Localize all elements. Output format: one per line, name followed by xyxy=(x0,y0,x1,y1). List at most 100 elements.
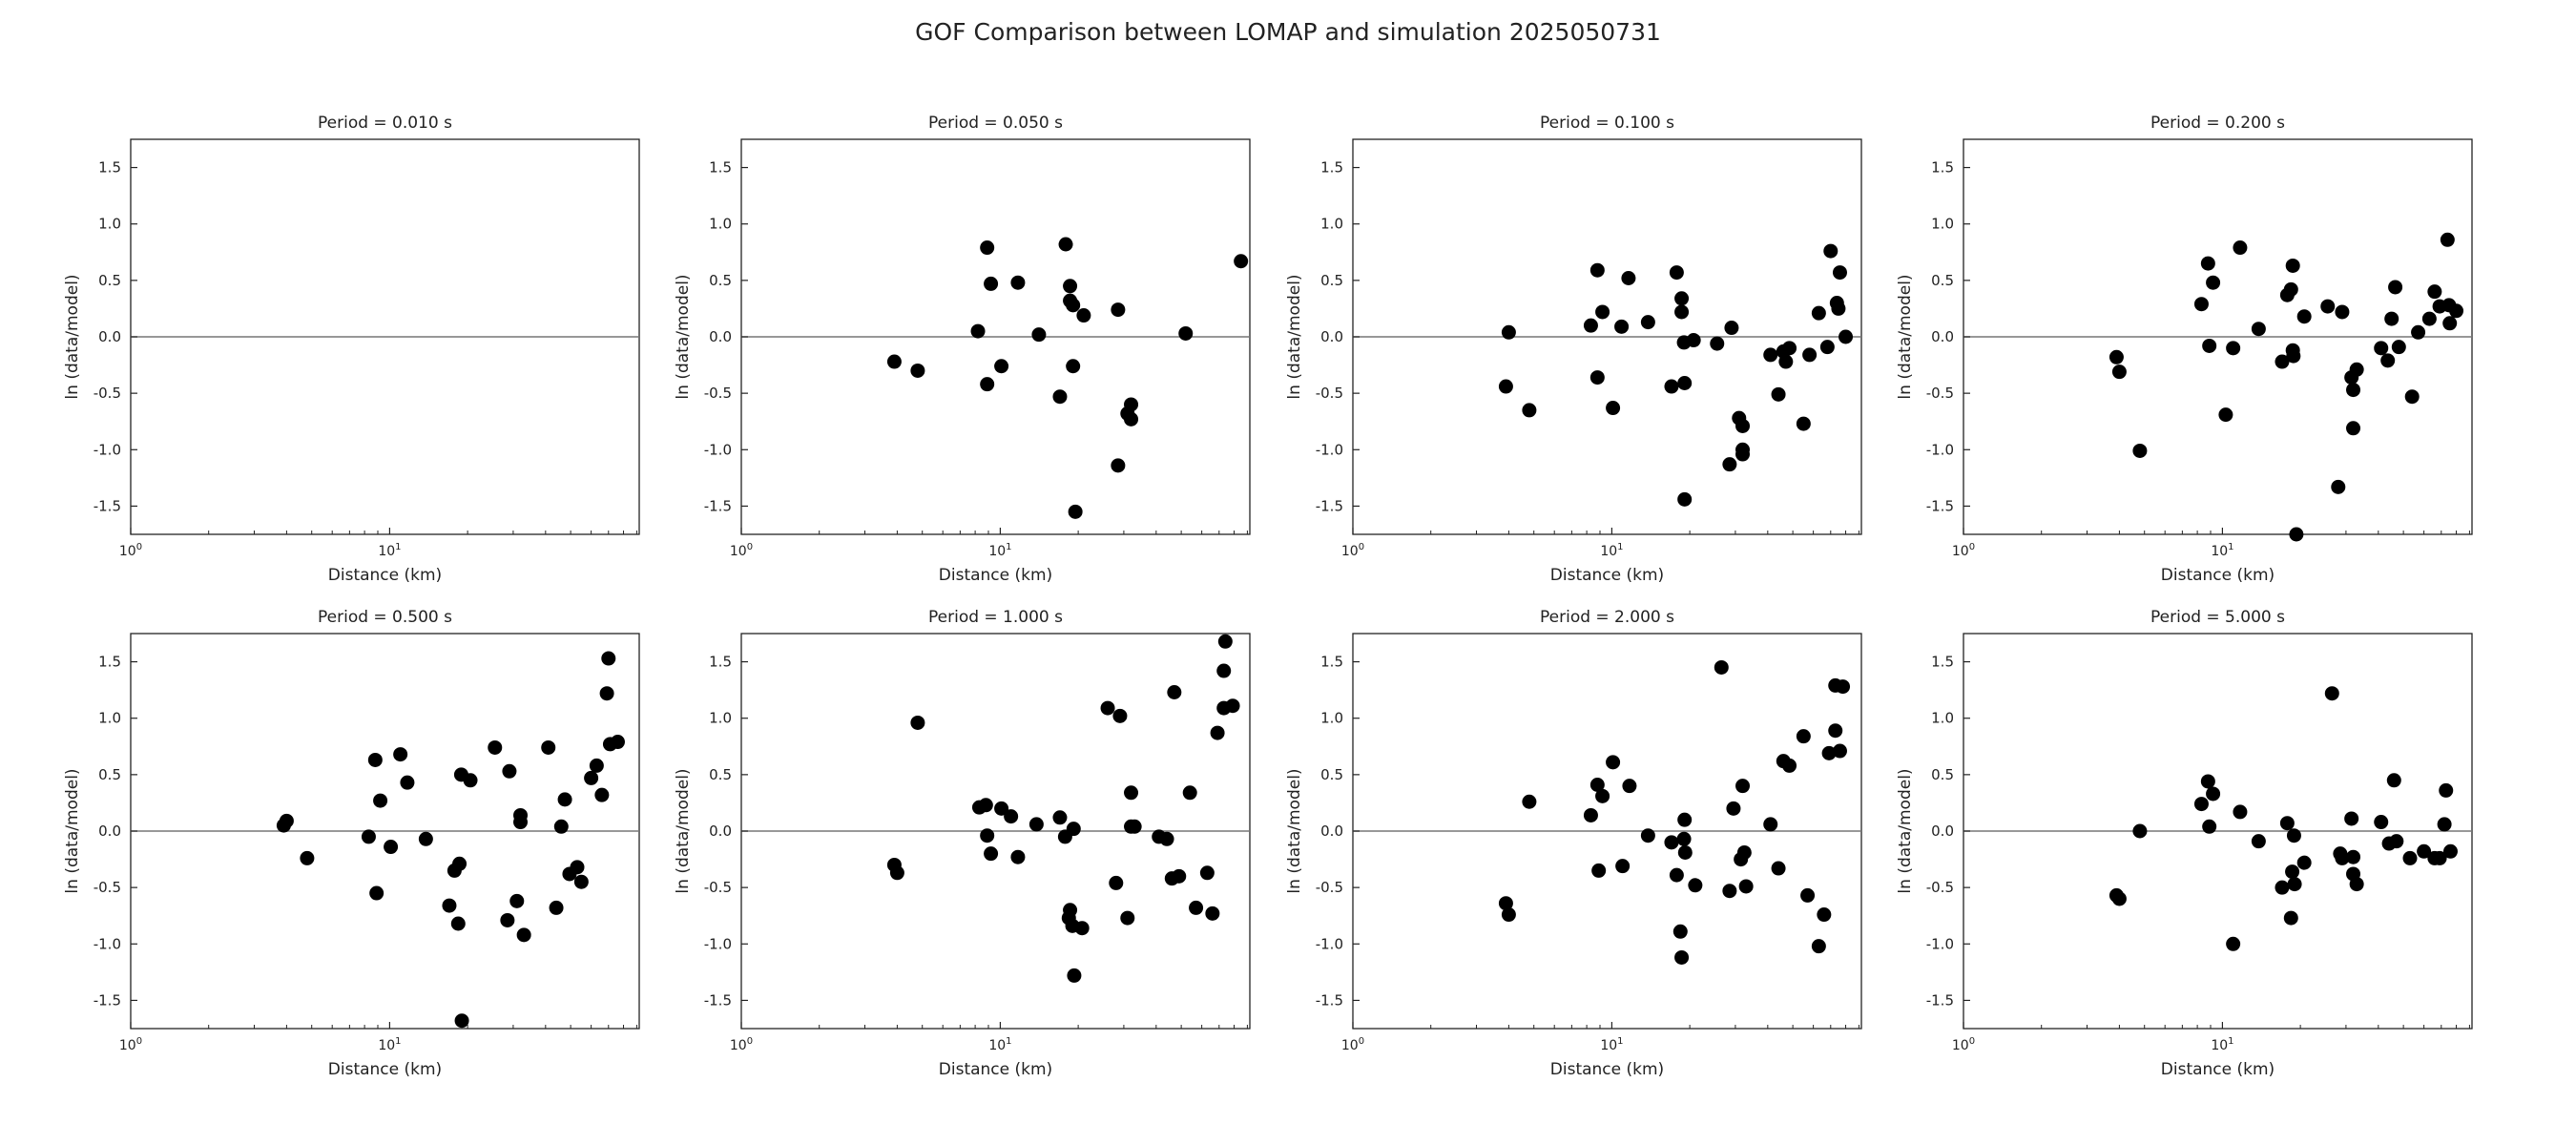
y-tick-label: -1.5 xyxy=(1926,497,1954,514)
data-point xyxy=(2331,479,2346,494)
data-point xyxy=(2442,316,2458,331)
subplot-2: Period = 0.050 s -1.5 -1.0 -0.5 0.0 0.5 1.0 1.5… xyxy=(674,114,1251,585)
data-point xyxy=(1811,305,1826,321)
data-point xyxy=(1735,779,1751,794)
data-point xyxy=(557,792,572,807)
data-point xyxy=(1796,416,1811,431)
data-point xyxy=(361,829,376,844)
data-point xyxy=(1074,921,1090,936)
data-point xyxy=(1726,801,1741,816)
data-point xyxy=(2286,828,2301,843)
data-point xyxy=(1811,939,1826,954)
y-tick-label: -1.5 xyxy=(704,991,732,1009)
data-point xyxy=(984,276,999,291)
data-point xyxy=(1800,887,1816,903)
data-point xyxy=(1736,844,1752,860)
data-point xyxy=(2402,850,2418,865)
data-point xyxy=(373,793,388,808)
data-point xyxy=(1063,279,1078,294)
data-point xyxy=(1589,778,1605,793)
data-point xyxy=(1640,315,1655,330)
data-point xyxy=(452,856,467,871)
y-axis-label: ln (data/model) xyxy=(1285,768,1304,893)
data-point xyxy=(584,770,599,785)
data-point xyxy=(509,893,525,908)
data-point xyxy=(601,651,616,666)
data-point xyxy=(513,815,529,830)
subplot-title: Period = 0.500 s xyxy=(318,608,452,627)
data-point xyxy=(1686,333,1701,348)
y-tick-label: -1.0 xyxy=(93,441,121,458)
data-point xyxy=(994,359,1009,374)
data-points xyxy=(1498,659,1851,965)
y-tick-label: -1.0 xyxy=(1316,441,1343,458)
y-tick-label: 0.0 xyxy=(1931,822,1954,840)
data-point xyxy=(573,874,589,889)
data-point xyxy=(1796,729,1811,744)
data-point xyxy=(1189,900,1204,915)
subplot-title: Period = 5.000 s xyxy=(2150,608,2285,627)
y-tick-label: 0.0 xyxy=(98,822,121,840)
y-tick-label: -1.5 xyxy=(1316,497,1343,514)
data-point xyxy=(1052,810,1068,825)
subplot-title: Period = 0.010 s xyxy=(318,114,452,133)
data-point xyxy=(1677,844,1693,860)
data-point xyxy=(2251,322,2266,337)
data-point xyxy=(1067,968,1082,983)
data-point xyxy=(2206,275,2221,290)
data-point xyxy=(1674,291,1690,306)
y-tick-label: 0.5 xyxy=(98,272,121,289)
data-point xyxy=(1028,817,1044,832)
data-point xyxy=(1782,758,1797,773)
data-point xyxy=(1595,788,1610,803)
y-tick-label: -1.5 xyxy=(93,497,121,514)
data-point xyxy=(1225,698,1240,714)
data-point xyxy=(1010,275,1026,290)
data-point xyxy=(1664,835,1679,850)
x-axis-label: Distance (km) xyxy=(2161,566,2275,585)
data-point xyxy=(454,1013,469,1029)
data-point xyxy=(2132,823,2148,839)
data-point xyxy=(1124,397,1139,412)
data-point xyxy=(2449,303,2464,319)
data-point xyxy=(369,885,384,901)
y-tick-label: 1.0 xyxy=(1320,216,1343,233)
data-point xyxy=(1832,743,1847,759)
data-point xyxy=(1031,327,1047,343)
data-point xyxy=(1606,755,1621,770)
subplot-5: Period = 0.500 s -1.5 -1.0 -0.5 0.0 0.5 1.0 1.5… xyxy=(63,608,640,1079)
y-axis-label: ln (data/model) xyxy=(674,768,693,893)
x-tick-label: 101 xyxy=(2211,542,2233,559)
data-point xyxy=(1676,831,1692,846)
data-point xyxy=(980,828,995,843)
data-point xyxy=(1677,812,1693,827)
data-point xyxy=(1216,663,1232,678)
data-point xyxy=(367,752,383,767)
data-point xyxy=(2285,258,2300,273)
subplot-title: Period = 1.000 s xyxy=(928,608,1063,627)
x-tick-label: 101 xyxy=(1600,1036,1623,1053)
data-point xyxy=(1010,849,1026,864)
data-point xyxy=(1664,379,1679,394)
data-point xyxy=(1831,301,1846,316)
data-point xyxy=(2200,256,2215,271)
data-point xyxy=(984,846,999,862)
data-point xyxy=(1823,243,1839,259)
y-axis-label: ln (data/model) xyxy=(1896,768,1915,893)
data-point xyxy=(1674,949,1690,965)
data-point xyxy=(2193,797,2209,812)
data-point xyxy=(594,787,610,802)
data-point xyxy=(2132,443,2148,458)
y-axis-label: ln (data/model) xyxy=(1896,274,1915,399)
subplot-title: Period = 0.200 s xyxy=(2150,114,2285,133)
x-tick-label: 101 xyxy=(1600,542,1623,559)
data-point xyxy=(400,775,415,790)
data-point xyxy=(599,686,614,701)
data-point xyxy=(2335,850,2350,865)
data-point xyxy=(1100,700,1115,716)
y-tick-label: -0.5 xyxy=(93,879,121,896)
y-tick-label: -0.5 xyxy=(1926,385,1954,402)
x-tick-label: 101 xyxy=(378,1036,401,1053)
data-point xyxy=(1821,745,1837,760)
